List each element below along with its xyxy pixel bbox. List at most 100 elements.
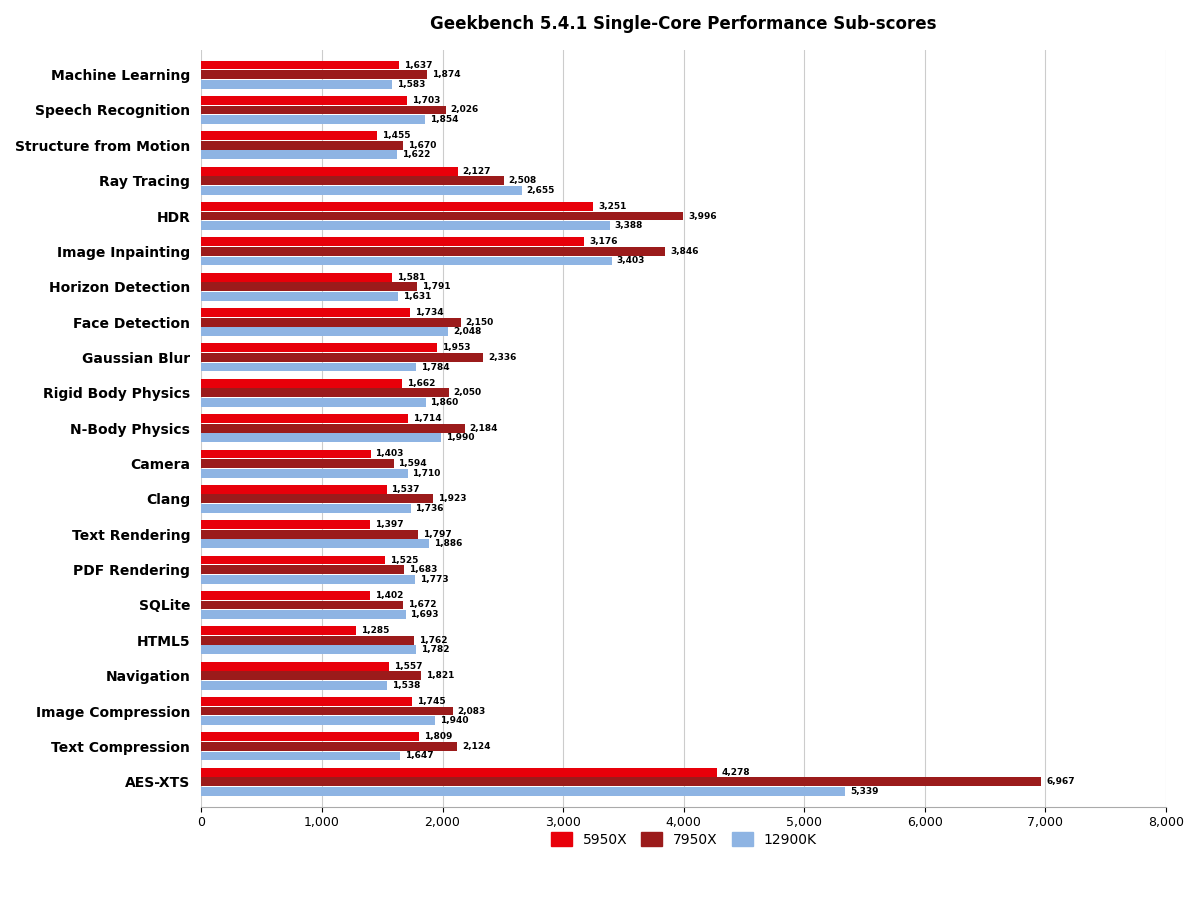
Text: 3,996: 3,996 xyxy=(688,211,717,220)
Bar xyxy=(201,768,717,777)
Bar xyxy=(201,565,404,574)
Bar xyxy=(201,282,417,291)
Bar xyxy=(201,539,429,548)
Bar xyxy=(201,150,397,159)
Text: 2,124: 2,124 xyxy=(463,742,490,751)
Bar xyxy=(201,636,414,645)
Text: 1,647: 1,647 xyxy=(405,752,433,761)
Bar xyxy=(201,494,433,503)
Text: 1,538: 1,538 xyxy=(392,681,420,690)
Text: 1,990: 1,990 xyxy=(446,433,475,442)
Text: 2,184: 2,184 xyxy=(470,423,498,432)
Bar xyxy=(201,272,392,281)
Bar xyxy=(201,166,458,175)
Bar xyxy=(201,778,1042,787)
Bar xyxy=(201,186,522,194)
Text: 1,784: 1,784 xyxy=(421,362,450,371)
Bar xyxy=(201,327,448,336)
Bar xyxy=(201,176,504,185)
Bar xyxy=(201,70,427,79)
Text: 1,672: 1,672 xyxy=(408,601,436,610)
Text: 5,339: 5,339 xyxy=(850,787,879,796)
Bar xyxy=(201,485,387,494)
Text: 1,762: 1,762 xyxy=(418,636,447,645)
Text: 1,821: 1,821 xyxy=(426,672,454,681)
Bar xyxy=(201,414,408,423)
Bar xyxy=(201,627,356,636)
Text: 1,782: 1,782 xyxy=(421,645,450,654)
Bar xyxy=(201,459,393,468)
Bar xyxy=(201,105,446,114)
Text: 2,655: 2,655 xyxy=(526,186,555,195)
Bar xyxy=(201,211,683,220)
Bar xyxy=(201,221,610,230)
Text: 1,403: 1,403 xyxy=(375,450,404,458)
Text: 2,050: 2,050 xyxy=(453,388,482,397)
Text: 1,285: 1,285 xyxy=(361,627,390,636)
Text: 2,083: 2,083 xyxy=(457,707,486,716)
Bar xyxy=(201,681,387,690)
Text: 2,127: 2,127 xyxy=(463,166,492,175)
Bar xyxy=(201,247,665,256)
Bar xyxy=(201,423,465,432)
Bar xyxy=(201,115,424,124)
Bar xyxy=(201,717,435,725)
Legend: 5950X, 7950X, 12900K: 5950X, 7950X, 12900K xyxy=(546,827,823,852)
Bar xyxy=(201,742,458,751)
Text: 3,176: 3,176 xyxy=(589,237,617,246)
Bar xyxy=(201,292,398,300)
Text: 1,745: 1,745 xyxy=(416,697,445,706)
Text: 1,714: 1,714 xyxy=(412,414,441,423)
Bar xyxy=(201,80,392,89)
Text: 1,734: 1,734 xyxy=(415,308,444,317)
Text: 1,631: 1,631 xyxy=(403,292,432,301)
Title: Geekbench 5.4.1 Single-Core Performance Sub-scores: Geekbench 5.4.1 Single-Core Performance … xyxy=(430,15,936,33)
Text: 1,809: 1,809 xyxy=(424,733,453,742)
Bar xyxy=(201,530,418,539)
Text: 1,662: 1,662 xyxy=(406,378,435,387)
Text: 1,537: 1,537 xyxy=(392,485,420,494)
Bar xyxy=(201,707,452,716)
Text: 1,773: 1,773 xyxy=(420,574,448,583)
Text: 3,846: 3,846 xyxy=(670,247,699,256)
Bar xyxy=(201,601,403,610)
Bar xyxy=(201,574,415,583)
Bar xyxy=(201,317,460,326)
Text: 1,397: 1,397 xyxy=(374,521,403,530)
Text: 2,150: 2,150 xyxy=(465,317,494,326)
Bar xyxy=(201,504,411,512)
Text: 1,736: 1,736 xyxy=(416,504,444,513)
Text: 1,923: 1,923 xyxy=(438,494,466,503)
Bar xyxy=(201,752,400,761)
Text: 1,583: 1,583 xyxy=(397,80,426,89)
Bar xyxy=(201,521,369,530)
Bar xyxy=(201,697,411,706)
Bar xyxy=(201,60,399,69)
Text: 1,557: 1,557 xyxy=(394,662,422,671)
Bar xyxy=(201,672,421,681)
Text: 1,683: 1,683 xyxy=(409,565,438,574)
Text: 1,581: 1,581 xyxy=(397,272,426,281)
Text: 1,797: 1,797 xyxy=(423,530,452,539)
Bar xyxy=(201,202,594,211)
Text: 1,940: 1,940 xyxy=(440,717,469,725)
Text: 3,251: 3,251 xyxy=(598,202,627,211)
Text: 1,703: 1,703 xyxy=(411,96,440,105)
Bar xyxy=(201,388,448,397)
Text: 2,336: 2,336 xyxy=(488,353,517,362)
Bar xyxy=(201,610,405,619)
Text: 1,860: 1,860 xyxy=(430,398,459,407)
Bar xyxy=(201,131,376,140)
Text: 1,402: 1,402 xyxy=(375,591,404,600)
Bar xyxy=(201,662,390,671)
Bar xyxy=(201,378,402,387)
Bar xyxy=(201,96,406,105)
Bar xyxy=(201,353,483,362)
Bar xyxy=(201,398,426,406)
Bar xyxy=(201,733,420,742)
Bar xyxy=(201,256,611,265)
Text: 1,455: 1,455 xyxy=(381,131,410,140)
Text: 3,388: 3,388 xyxy=(615,221,643,230)
Text: 4,278: 4,278 xyxy=(722,768,751,777)
Bar xyxy=(201,237,584,246)
